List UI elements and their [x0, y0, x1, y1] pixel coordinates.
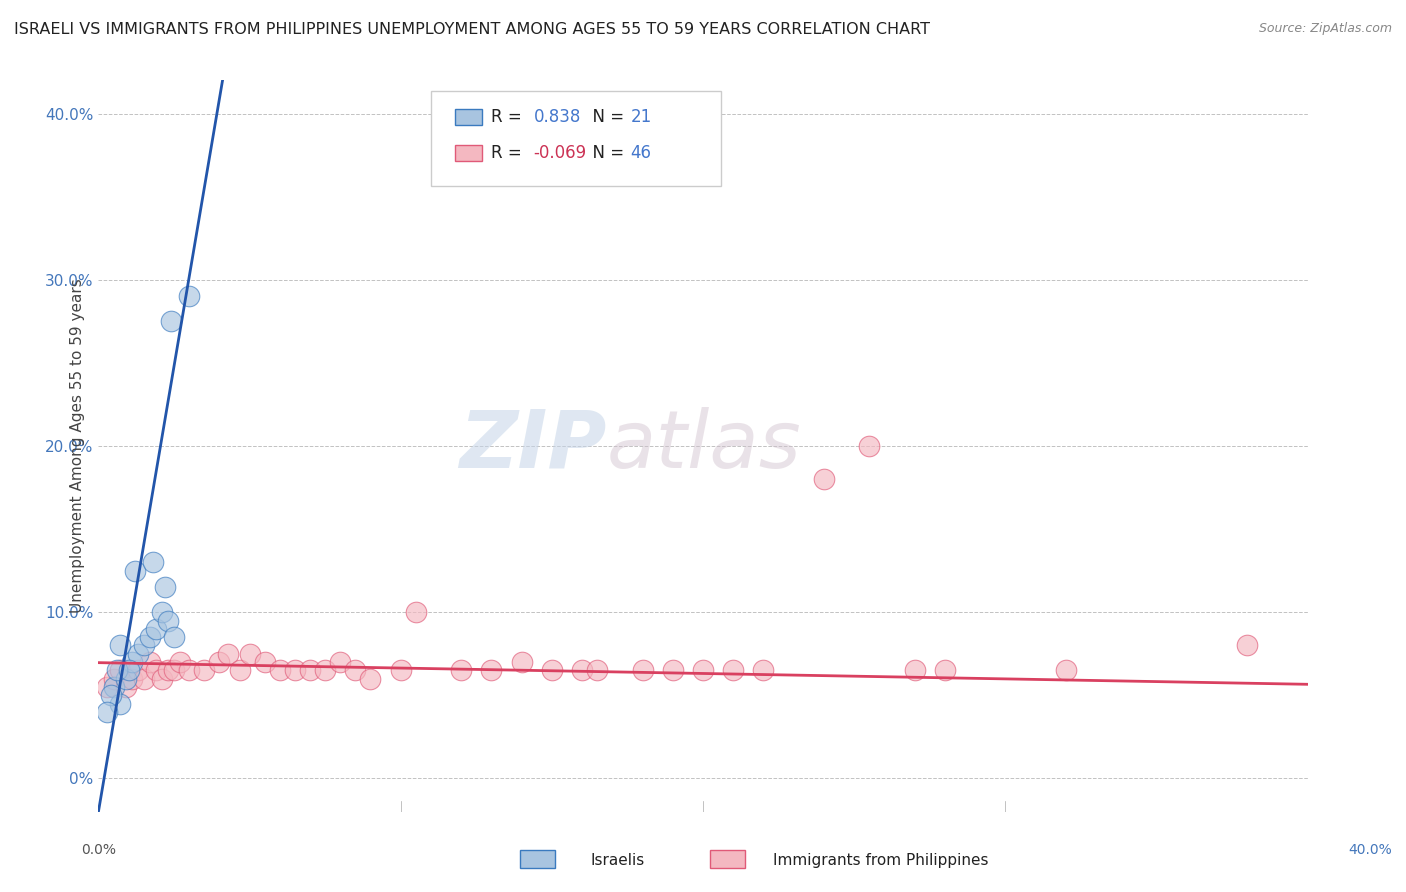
- Y-axis label: Unemployment Among Ages 55 to 59 years: Unemployment Among Ages 55 to 59 years: [69, 278, 84, 614]
- Point: [571, 664, 593, 678]
- Point: [124, 564, 146, 578]
- Text: Israelis: Israelis: [591, 854, 645, 868]
- Point: [114, 680, 136, 694]
- Point: [153, 580, 176, 594]
- Point: [934, 664, 956, 678]
- Point: [858, 439, 880, 453]
- Point: [139, 630, 162, 644]
- Point: [360, 672, 382, 686]
- Point: [208, 655, 231, 669]
- Point: [145, 664, 167, 678]
- Point: [121, 655, 143, 669]
- Point: [96, 705, 118, 719]
- Text: Source: ZipAtlas.com: Source: ZipAtlas.com: [1258, 22, 1392, 36]
- Point: [904, 664, 927, 678]
- Point: [239, 647, 262, 661]
- Point: [163, 630, 186, 644]
- Point: [692, 664, 714, 678]
- Point: [169, 655, 191, 669]
- Point: [179, 664, 201, 678]
- Point: [193, 664, 215, 678]
- Text: 0.838: 0.838: [534, 108, 581, 126]
- Text: R =: R =: [492, 145, 527, 162]
- Point: [103, 672, 125, 686]
- Point: [813, 472, 835, 486]
- Point: [156, 614, 179, 628]
- Point: [540, 664, 562, 678]
- Point: [269, 664, 291, 678]
- Point: [132, 639, 155, 653]
- Point: [108, 664, 131, 678]
- Point: [105, 664, 128, 678]
- Text: R =: R =: [492, 108, 527, 126]
- Point: [139, 655, 162, 669]
- FancyBboxPatch shape: [432, 91, 721, 186]
- Bar: [710, 850, 745, 868]
- Point: [114, 672, 136, 686]
- FancyBboxPatch shape: [456, 145, 482, 161]
- Point: [405, 605, 427, 619]
- Text: 0.0%: 0.0%: [82, 843, 115, 857]
- Text: ISRAELI VS IMMIGRANTS FROM PHILIPPINES UNEMPLOYMENT AMONG AGES 55 TO 59 YEARS CO: ISRAELI VS IMMIGRANTS FROM PHILIPPINES U…: [14, 22, 929, 37]
- Point: [586, 664, 609, 678]
- Text: Immigrants from Philippines: Immigrants from Philippines: [773, 854, 988, 868]
- Point: [121, 672, 143, 686]
- Bar: [520, 850, 555, 868]
- Point: [217, 647, 239, 661]
- Point: [329, 655, 352, 669]
- Point: [510, 655, 533, 669]
- Point: [150, 605, 173, 619]
- Point: [314, 664, 336, 678]
- Text: N =: N =: [582, 108, 630, 126]
- Point: [450, 664, 472, 678]
- Point: [150, 672, 173, 686]
- Text: atlas: atlas: [606, 407, 801, 485]
- Point: [103, 680, 125, 694]
- Point: [389, 664, 412, 678]
- Point: [108, 697, 131, 711]
- Point: [118, 664, 141, 678]
- Text: ZIP: ZIP: [458, 407, 606, 485]
- Point: [145, 622, 167, 636]
- Text: -0.069: -0.069: [534, 145, 586, 162]
- Text: 21: 21: [630, 108, 652, 126]
- Point: [253, 655, 276, 669]
- Point: [229, 664, 252, 678]
- Text: 46: 46: [630, 145, 651, 162]
- Point: [96, 680, 118, 694]
- Point: [752, 664, 775, 678]
- Text: 40.0%: 40.0%: [1348, 843, 1392, 857]
- Point: [100, 689, 122, 703]
- Point: [1236, 639, 1258, 653]
- Point: [344, 664, 367, 678]
- Point: [142, 555, 165, 569]
- Point: [179, 289, 201, 303]
- Point: [1054, 664, 1077, 678]
- FancyBboxPatch shape: [456, 109, 482, 125]
- Point: [299, 664, 322, 678]
- Point: [481, 664, 503, 678]
- Point: [160, 314, 183, 328]
- Point: [132, 672, 155, 686]
- Point: [127, 664, 149, 678]
- Point: [631, 664, 654, 678]
- Point: [108, 639, 131, 653]
- Point: [284, 664, 307, 678]
- Point: [723, 664, 745, 678]
- Text: N =: N =: [582, 145, 630, 162]
- Point: [156, 664, 179, 678]
- Point: [163, 664, 186, 678]
- Point: [661, 664, 683, 678]
- Point: [127, 647, 149, 661]
